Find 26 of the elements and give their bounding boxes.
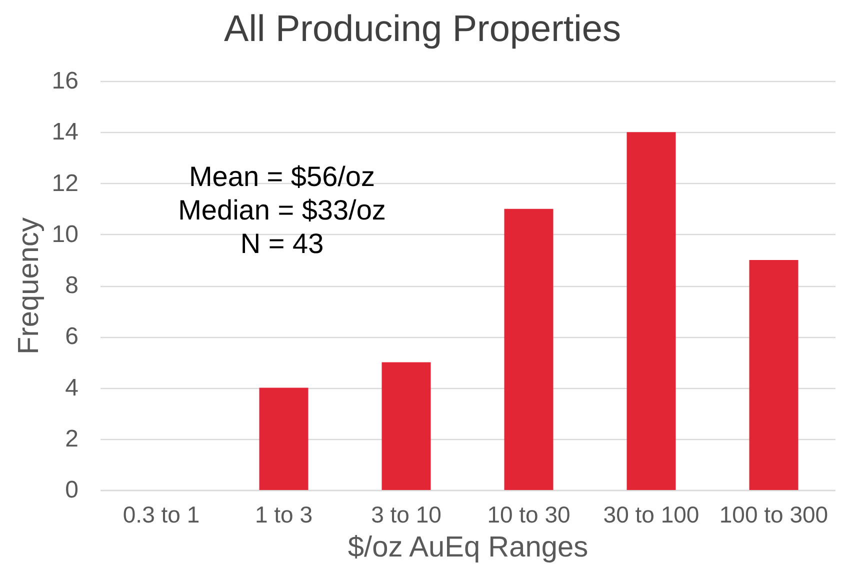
y-tick-label: 8 — [65, 272, 78, 299]
bar — [749, 260, 798, 490]
annotation: Median = $33/oz — [178, 194, 386, 226]
x-tick-label: 30 to 100 — [603, 502, 700, 528]
bar — [382, 362, 431, 490]
y-tick-label: 6 — [65, 323, 78, 350]
bar — [259, 388, 308, 490]
y-tick-label: 14 — [52, 118, 78, 146]
y-tick-label: 0 — [65, 476, 78, 504]
annotation: Mean = $56/oz — [188, 161, 376, 192]
x-tick-label: 3 to 10 — [371, 502, 442, 528]
annotation: N = 43 — [240, 228, 324, 259]
y-tick-label: 2 — [65, 425, 78, 452]
y-axis-title: Frequency — [12, 216, 45, 355]
bar — [504, 208, 554, 490]
x-tick-label: 100 to 300 — [719, 502, 828, 528]
chart-title: All Producing Properties — [224, 8, 621, 49]
x-axis-title: $/oz AuEq Ranges — [348, 532, 588, 564]
bar — [626, 132, 676, 490]
y-tick-label: 16 — [52, 68, 78, 94]
x-tick-label: 0.3 to 1 — [122, 502, 200, 528]
y-tick-label: 10 — [52, 220, 78, 248]
y-tick-label: 12 — [52, 170, 78, 197]
x-tick-label: 1 to 3 — [254, 502, 313, 528]
x-tick-label: 10 to 30 — [487, 502, 570, 528]
y-tick-label: 4 — [65, 374, 78, 402]
